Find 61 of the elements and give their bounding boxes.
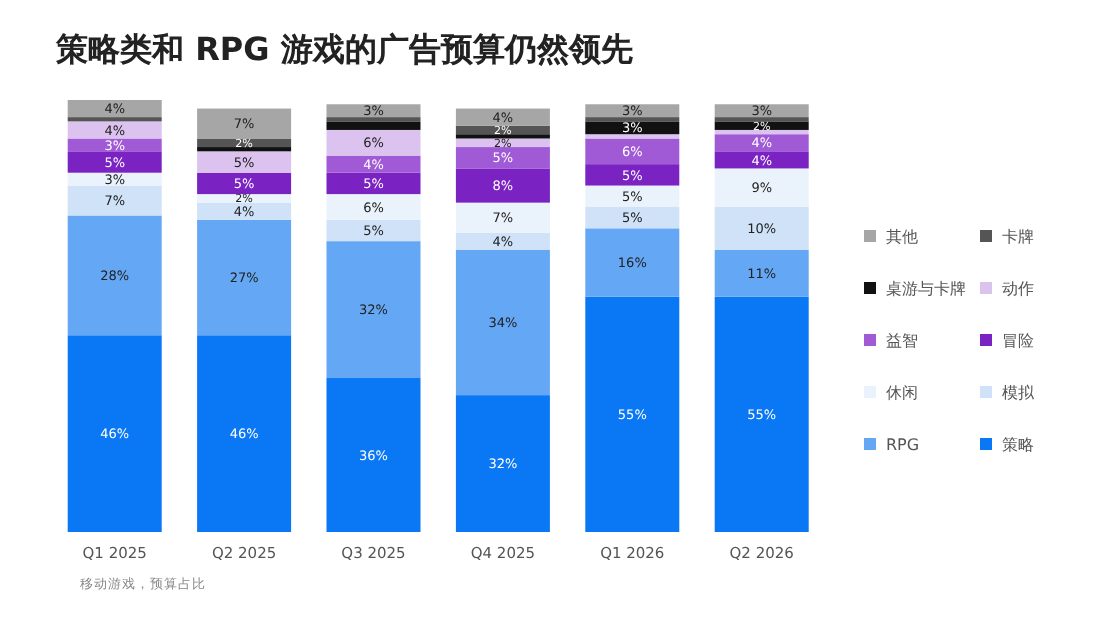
bar (67, 172, 162, 186)
bar (714, 134, 809, 152)
bar (326, 155, 421, 173)
bar (585, 104, 680, 118)
legend-label: 动作 (1002, 280, 1034, 298)
bar (714, 168, 809, 207)
bar (455, 249, 550, 396)
bar (326, 219, 421, 242)
legend-label: 桌游与卡牌 (886, 280, 966, 298)
bar (197, 172, 292, 195)
bar (326, 172, 421, 195)
bar (585, 206, 680, 229)
bar (455, 232, 550, 250)
bar (326, 194, 421, 220)
bar (67, 185, 162, 216)
bar (67, 121, 162, 139)
legend-label: 益智 (886, 332, 918, 350)
bar (67, 335, 162, 532)
bar (455, 138, 550, 148)
legend-label: RPG (886, 436, 920, 454)
bar (455, 108, 550, 126)
bar (326, 121, 421, 130)
bar (585, 164, 680, 186)
bar (326, 129, 421, 156)
bar (67, 100, 162, 118)
bar (585, 185, 680, 207)
bar (714, 206, 809, 250)
bar (67, 215, 162, 336)
bar (455, 147, 550, 169)
bar (455, 202, 550, 233)
legend-label: 休闲 (886, 384, 918, 402)
bar (197, 219, 292, 336)
bar (714, 129, 809, 135)
legend-label: 卡牌 (1002, 228, 1034, 246)
bar (197, 194, 292, 203)
bar (585, 296, 680, 532)
bar (67, 138, 162, 152)
chart-title: 策略类和 RPG 游戏的广告预算仍然领先 (54, 30, 633, 68)
legend-label: 其他 (886, 228, 918, 246)
bar (714, 249, 809, 297)
bar (455, 168, 550, 203)
legend-label: 模拟 (1002, 384, 1036, 402)
legend-label: 策略 (1002, 436, 1034, 454)
bar (197, 202, 292, 220)
bar (197, 335, 292, 532)
bar (585, 228, 680, 297)
bar (326, 241, 421, 379)
legend-label: 冒险 (1002, 332, 1034, 350)
bar (455, 395, 550, 532)
bar (714, 296, 809, 532)
bar (585, 138, 680, 165)
bar (714, 104, 809, 118)
bar (197, 108, 292, 139)
bar (197, 151, 292, 173)
bar (326, 378, 421, 532)
bar (585, 121, 680, 135)
bar (326, 104, 421, 118)
bar (197, 138, 292, 148)
bar (67, 151, 162, 173)
bar (714, 121, 809, 130)
bar (714, 151, 809, 169)
